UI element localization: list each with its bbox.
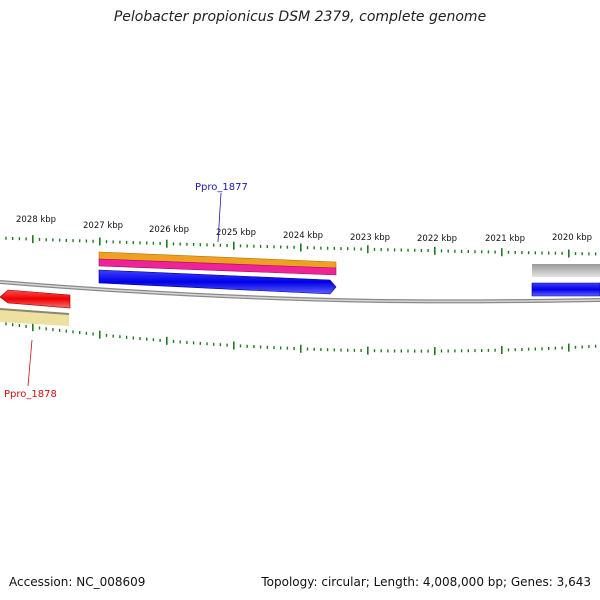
ruler-label-2021: 2021 kbp (485, 234, 525, 244)
ruler-label-2023: 2023 kbp (350, 233, 390, 243)
tick-marks-top (5, 235, 597, 258)
genome-backbone-highlight (0, 281, 600, 303)
ruler-label-2024: 2024 kbp (283, 231, 323, 241)
gene-label-ppro-1877[interactable]: Ppro_1877 (195, 182, 248, 193)
ruler-label-2022: 2022 kbp (417, 234, 457, 244)
tick-marks-bottom (5, 322, 597, 355)
gene-label-ppro-1878[interactable]: Ppro_1878 (4, 389, 57, 400)
ruler-label-2020: 2020 kbp (552, 233, 592, 243)
gene-feature-magenta[interactable] (98, 258, 337, 276)
map-title: Pelobacter propionicus DSM 2379, complet… (113, 9, 487, 25)
accession-text: Accession: NC_008609 (9, 575, 146, 589)
gene-feature-khaki-edge (0, 308, 70, 315)
gene-feature-ppro-1877[interactable] (98, 269, 337, 295)
gene-feature-gray-right[interactable] (532, 264, 600, 277)
label-leader-ppro-1878 (27, 339, 33, 387)
label-leader-ppro-1877 (217, 192, 222, 243)
gene-feature-blue-right[interactable] (531, 282, 600, 297)
ruler-label-2026: 2026 kbp (149, 225, 189, 235)
ruler-label-2025: 2025 kbp (216, 228, 256, 238)
ruler-label-2027: 2027 kbp (83, 221, 123, 231)
genome-summary-text: Topology: circular; Length: 4,008,000 bp… (261, 575, 591, 589)
gene-feature-ppro-1878[interactable] (0, 289, 71, 309)
ruler-label-2028: 2028 kbp (16, 215, 56, 225)
